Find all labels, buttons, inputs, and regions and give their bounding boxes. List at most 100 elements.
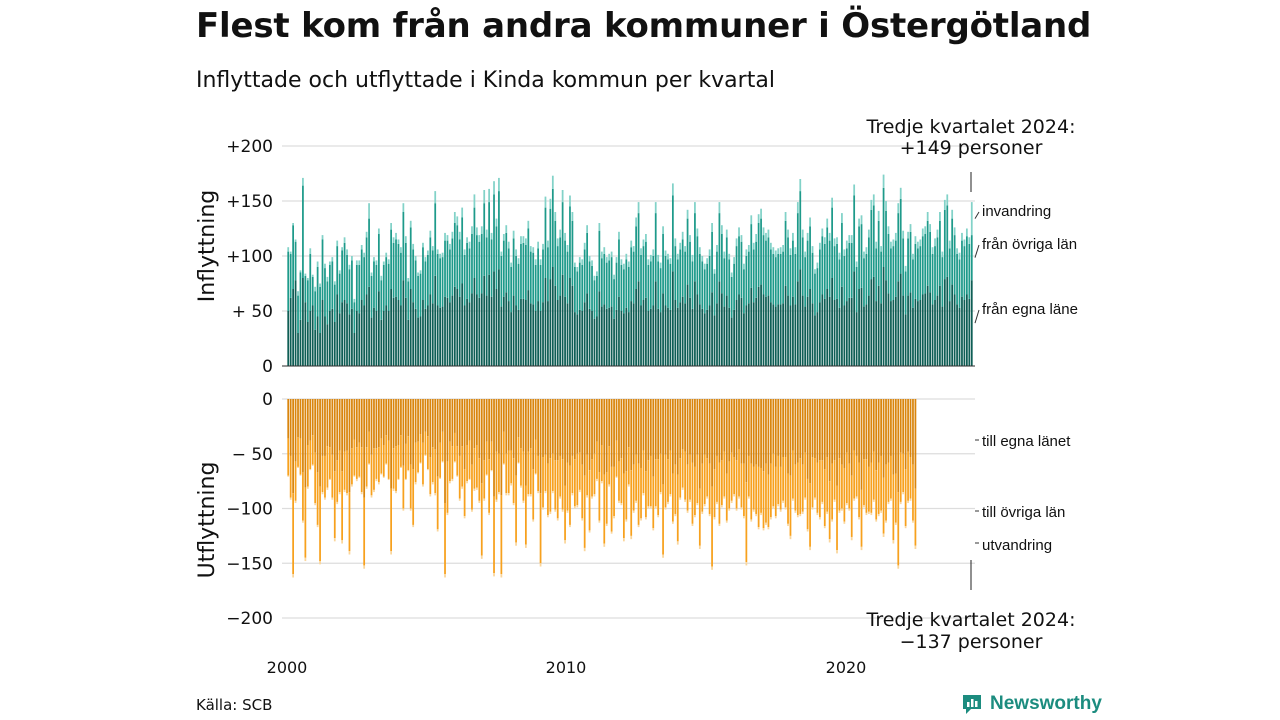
inflow-bar-ovriga: [951, 218, 954, 285]
inflow-bar-egna: [549, 279, 552, 366]
inflow-bar-invandring: [569, 195, 571, 207]
inflow-bar-egna: [779, 304, 782, 366]
outflow-bar-egna: [613, 399, 615, 467]
outflow-bar-utvandring: [311, 464, 314, 466]
inflow-bar-ovriga: [573, 267, 576, 313]
inflow-bar-egna: [395, 296, 397, 366]
inflow-bar-invandring: [811, 246, 814, 253]
inflow-bar-egna: [551, 267, 554, 366]
outflow-bar-ovriga: [424, 431, 427, 455]
inflow-bar-egna: [537, 301, 539, 366]
outflow-bar-utvandring: [865, 512, 868, 516]
outflow-bar-utvandring: [784, 507, 787, 510]
outflow-bar-ovriga: [294, 461, 297, 501]
outflow-bar-utvandring: [576, 505, 579, 508]
outflow-bar-egna: [468, 399, 471, 441]
outflow-bar-egna: [453, 399, 456, 433]
inflow-bar-ovriga: [970, 235, 973, 281]
inflow-bar-egna: [841, 286, 843, 366]
inflow-y-tick: + 50: [232, 302, 273, 322]
outflow-bar-ovriga: [865, 459, 868, 513]
brand-logo[interactable]: Newsworthy: [960, 692, 1102, 716]
inflow-bar-egna: [458, 296, 461, 366]
inflow-bar-invandring: [865, 247, 868, 254]
inflow-bar-ovriga: [860, 224, 863, 288]
inflow-bar-ovriga: [904, 271, 907, 315]
inflow-bar-invandring: [679, 242, 682, 250]
inflow-bar-egna: [963, 300, 966, 366]
inflow-bar-egna: [635, 289, 637, 366]
outflow-bar-egna: [586, 399, 588, 455]
inflow-bar-ovriga: [909, 231, 912, 293]
outflow-bar-egna: [618, 399, 620, 462]
inflow-bar-invandring: [566, 245, 569, 252]
inflow-bar-egna: [664, 305, 667, 366]
outflow-bar-ovriga: [610, 466, 613, 532]
inflow-bar-invandring: [828, 232, 831, 241]
inflow-bar-egna: [400, 305, 402, 366]
outflow-bar-ovriga: [792, 450, 794, 499]
outflow-bar-egna: [485, 399, 488, 442]
inflow-bar-egna: [625, 307, 628, 366]
inflow-bar-egna: [365, 294, 368, 366]
outflow-bar-egna: [914, 399, 917, 489]
inflow-bar-invandring: [733, 257, 735, 264]
outflow-bar-utvandring: [583, 547, 586, 552]
outflow-bar-ovriga: [755, 464, 758, 514]
inflow-bar-egna: [547, 301, 549, 366]
outflow-bar-ovriga: [527, 451, 530, 495]
inflow-bar-egna: [689, 297, 691, 366]
inflow-bar-invandring: [382, 261, 385, 265]
inflow-bar-invandring: [711, 223, 713, 232]
outflow-bar-egna: [483, 399, 486, 461]
outflow-bar-utvandring: [324, 497, 326, 500]
inflow-bar-invandring: [483, 190, 486, 204]
outflow-bar-ovriga: [796, 462, 799, 516]
inflow-bar-egna: [865, 304, 868, 366]
outflow-bar-ovriga: [625, 471, 628, 520]
inflow-bar-invandring: [343, 237, 346, 243]
outflow-bar-ovriga: [904, 469, 907, 527]
inflow-bar-ovriga: [826, 227, 829, 289]
inflow-bar-ovriga: [417, 275, 419, 318]
inflow-bar-ovriga: [919, 246, 922, 300]
inflow-bar-egna: [289, 297, 292, 366]
inflow-bar-invandring: [559, 229, 562, 238]
outflow-bar-ovriga: [872, 451, 875, 500]
inflow-bar-invandring: [725, 229, 728, 238]
outflow-bar-utvandring: [885, 520, 887, 523]
inflow-bar-egna: [645, 297, 647, 366]
inflow-bar-invandring: [355, 260, 358, 265]
inflow-bar-egna: [755, 297, 758, 366]
inflow-bar-egna: [439, 307, 441, 366]
inflow-bar-egna: [292, 289, 294, 366]
outflow-bar-egna: [490, 399, 493, 442]
outflow-bar-utvandring: [512, 503, 515, 506]
inflow-bar-ovriga: [434, 203, 437, 276]
inflow-bar-egna: [600, 306, 603, 366]
inflow-bar-egna: [338, 313, 341, 366]
outflow-bar-egna: [885, 399, 887, 465]
inflow-bar-egna: [733, 309, 735, 366]
outflow-bar-ovriga: [490, 441, 493, 471]
inflow-bar-invandring: [522, 236, 525, 243]
inflow-bar-invandring: [502, 234, 505, 241]
outflow-bar-utvandring: [400, 466, 402, 468]
inflow-bar-ovriga: [730, 276, 733, 318]
outflow-bar-ovriga: [902, 453, 905, 493]
outflow-bar-egna: [890, 399, 892, 456]
chart-svg: 0+ 50+100+150+2000− 50−100−150−200 från …: [195, 116, 1078, 677]
outflow-bar-ovriga: [400, 435, 402, 467]
inflow-bar-invandring: [564, 232, 566, 241]
inflow-bar-egna: [821, 294, 824, 366]
inflow-bar-invandring: [436, 249, 439, 254]
outflow-bar-ovriga: [836, 485, 838, 551]
inflow-bar-invandring: [613, 274, 615, 280]
inflow-bar-egna: [762, 294, 765, 366]
outflow-bar-utvandring: [336, 501, 339, 505]
outflow-bar-utvandring: [814, 497, 816, 500]
inflow-bar-egna: [956, 304, 958, 366]
outflow-bar-egna: [520, 399, 522, 449]
inflow-bar-egna: [965, 294, 968, 366]
outflow-bar-ovriga: [782, 457, 784, 501]
